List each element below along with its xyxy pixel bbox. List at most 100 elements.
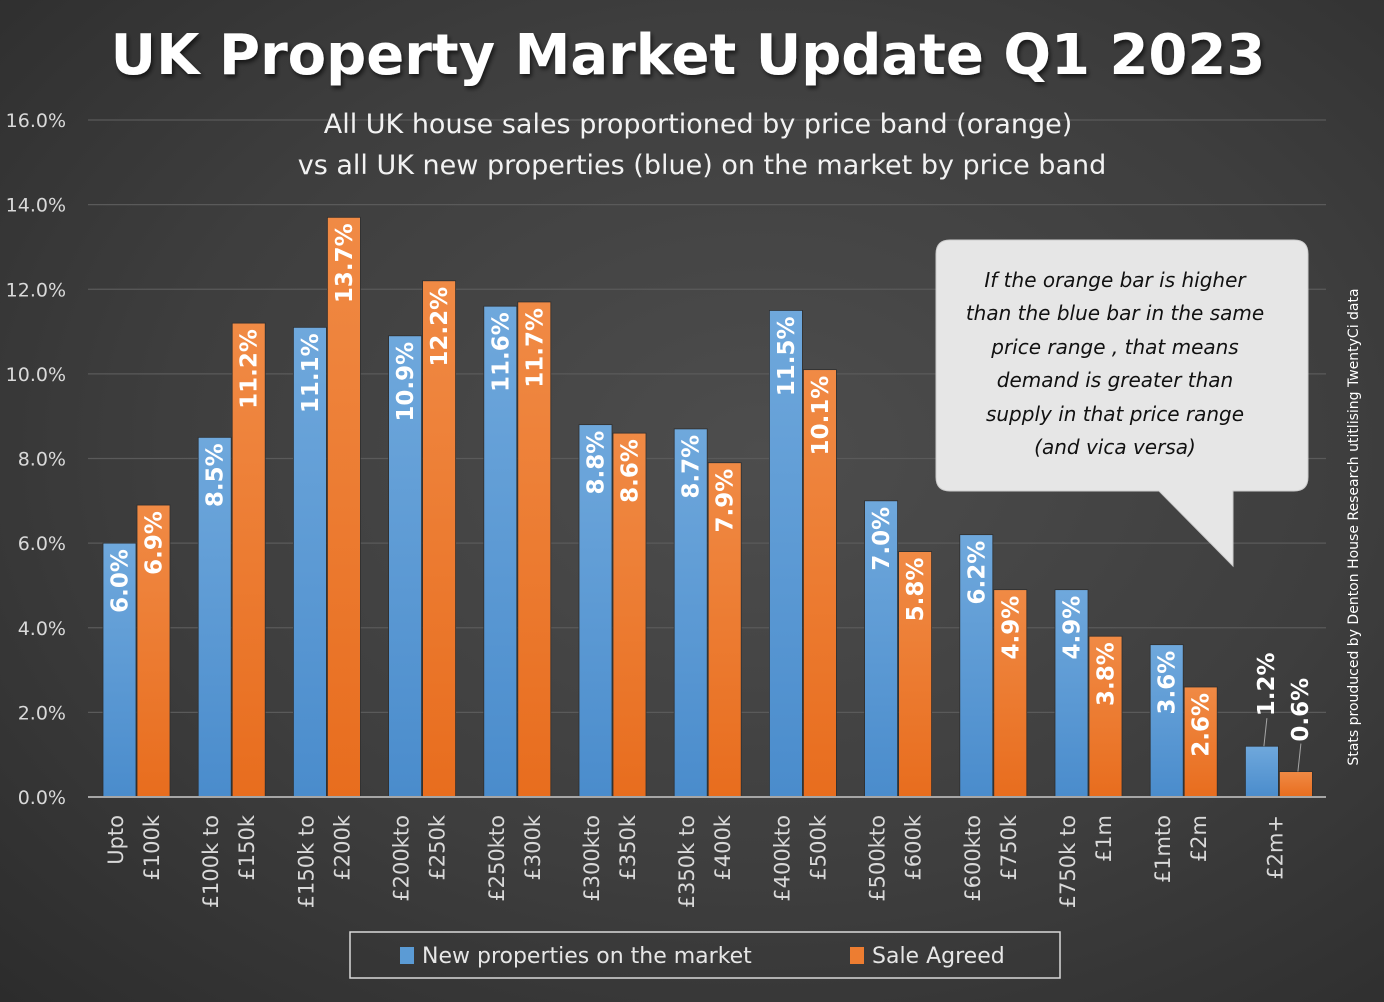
annotation-line-6: (and vica versa): [1034, 435, 1196, 459]
data-label-new-properties: 3.6%: [1155, 651, 1181, 715]
bar-new-properties: [197, 436, 232, 798]
y-tick-label: 2.0%: [18, 702, 66, 724]
callout-bubble: [935, 239, 1309, 568]
x-category-label: £150k: [235, 814, 259, 880]
x-axis-categories: Upto £100k £100k to £150k £150k to £200k £200k…: [104, 814, 1287, 908]
bar-sale-agreed: [1088, 635, 1123, 798]
data-label-leader-line: [1297, 743, 1302, 772]
chart-subtitle-line-2: vs all UK new properties (blue) on the m…: [298, 150, 1107, 181]
bar-new-properties: [673, 428, 708, 798]
annotation-line-3: price range , that means: [990, 335, 1238, 359]
chart-subtitle-line-1: All UK house sales proportioned by price…: [324, 109, 1073, 140]
data-label-new-properties: 4.9%: [1060, 596, 1086, 660]
data-label-sale-agreed: 5.8%: [903, 558, 929, 622]
legend-swatch-new-properties: [400, 947, 414, 964]
annotation-line-2: than the blue bar in the same: [966, 301, 1264, 325]
data-label-new-properties: 6.2%: [964, 541, 990, 605]
source-credit: Stats prouduced by Denton House Research…: [1346, 288, 1362, 765]
annotation-line-5: supply in that price range: [986, 402, 1244, 426]
bar-sale-agreed: [898, 551, 932, 798]
bar-sale-agreed: [517, 301, 552, 798]
y-tick-label: 4.0%: [18, 618, 66, 640]
bar-sale-agreed: [136, 504, 171, 798]
x-category-label: £600k: [902, 814, 926, 880]
bar-sale-agreed: [803, 369, 837, 798]
bar-new-properties: [864, 500, 898, 798]
y-tick-label: 6.0%: [18, 533, 66, 555]
annotation-line-4: demand is greater than: [997, 368, 1233, 392]
x-category-label: £600kto: [961, 815, 985, 902]
x-category-label: £100k: [140, 814, 164, 880]
legend-swatch-sale-agreed: [850, 947, 864, 964]
y-tick-label: 16.0%: [6, 110, 66, 132]
data-label-new-properties: 1.2%: [1254, 652, 1280, 716]
bar-new-properties: [483, 305, 518, 798]
x-category-label: £200k: [330, 814, 354, 880]
y-tick-label: 0.0%: [18, 787, 66, 809]
data-label-sale-agreed: 12.2%: [427, 287, 453, 367]
x-category-label: £2m: [1187, 815, 1211, 862]
data-label-new-properties: 8.8%: [584, 431, 610, 495]
bar-sale-agreed: [707, 462, 742, 798]
data-label-new-properties: 8.7%: [679, 435, 705, 499]
annotation-callout: If the orange bar is higher than the blu…: [935, 239, 1309, 568]
data-label-sale-agreed: 11.7%: [522, 308, 548, 388]
data-label-new-properties: 11.6%: [488, 312, 514, 392]
data-label-sale-agreed: 4.9%: [998, 596, 1024, 660]
data-label-sale-agreed: 13.7%: [332, 223, 358, 303]
annotation-line-1: If the orange bar is higher: [984, 268, 1247, 292]
data-label-new-properties: 6.0%: [108, 549, 134, 613]
bar-new-properties: [292, 326, 327, 798]
x-category-label: £400kto: [770, 815, 794, 902]
data-label-sale-agreed: 3.8%: [1094, 642, 1120, 706]
bar-sale-agreed: [1183, 686, 1218, 798]
y-axis: 0.0% 2.0% 4.0% 6.0% 8.0% 10.0% 12.0% 14.0% 16.0%: [6, 110, 66, 809]
bars: 6.0% 6.9% 8.5% 11.2% 11.1% 13.7% 10.9% 12.2% 11.…: [102, 216, 1314, 798]
bar-new-properties: [102, 542, 137, 798]
data-label-leader-line: [1263, 718, 1268, 747]
x-category-label: Upto: [104, 815, 128, 865]
data-label-new-properties: 7.0%: [869, 507, 895, 571]
data-label-sale-agreed: 0.6%: [1288, 678, 1314, 742]
x-category-label: £400k: [711, 814, 735, 880]
bar-new-properties: [578, 424, 613, 798]
bar-sale-agreed: [422, 280, 457, 798]
legend-label-new-properties: New properties on the market: [422, 944, 752, 969]
data-label-new-properties: 11.5%: [774, 316, 800, 396]
x-category-label: £300kto: [580, 815, 604, 902]
x-category-label: £350k: [616, 814, 640, 880]
x-category-label: £1m: [1092, 815, 1116, 862]
bar-sale-agreed: [231, 322, 266, 798]
x-category-label: £750k to: [1056, 815, 1080, 908]
y-tick-label: 12.0%: [6, 279, 66, 301]
legend-box: [349, 931, 1061, 979]
bar-new-properties: [1149, 644, 1184, 798]
data-label-sale-agreed: 10.1%: [808, 376, 834, 456]
bar-sale-agreed: [326, 216, 361, 798]
bar-sale-agreed: [1279, 771, 1313, 798]
bar-new-properties: [1245, 745, 1279, 798]
data-label-sale-agreed: 11.2%: [237, 329, 263, 409]
x-category-label: £300k: [521, 814, 545, 880]
x-category-label: £100k to: [199, 815, 223, 908]
bar-sale-agreed: [612, 432, 647, 798]
chart-title: UK Property Market Update Q1 2023: [111, 23, 1266, 88]
bar-new-properties: [769, 310, 803, 798]
data-label-sale-agreed: 7.9%: [713, 469, 739, 533]
legend: New properties on the market Sale Agreed: [349, 931, 1061, 979]
legend-label-sale-agreed: Sale Agreed: [872, 944, 1005, 969]
bar-new-properties: [959, 534, 994, 798]
x-category-label: £150k to: [294, 815, 318, 908]
y-tick-label: 8.0%: [18, 449, 66, 471]
y-tick-label: 10.0%: [6, 364, 66, 386]
x-category-label: £500kto: [866, 815, 890, 902]
bar-sale-agreed: [993, 589, 1028, 798]
data-label-sale-agreed: 6.9%: [142, 511, 168, 575]
x-category-label: £750k: [997, 814, 1021, 880]
x-category-label: £2m+: [1263, 815, 1287, 880]
x-category-label: £200kto: [390, 815, 414, 902]
data-label-sale-agreed: 8.6%: [618, 439, 644, 503]
data-label-new-properties: 10.9%: [393, 342, 419, 422]
y-tick-label: 14.0%: [6, 195, 66, 217]
